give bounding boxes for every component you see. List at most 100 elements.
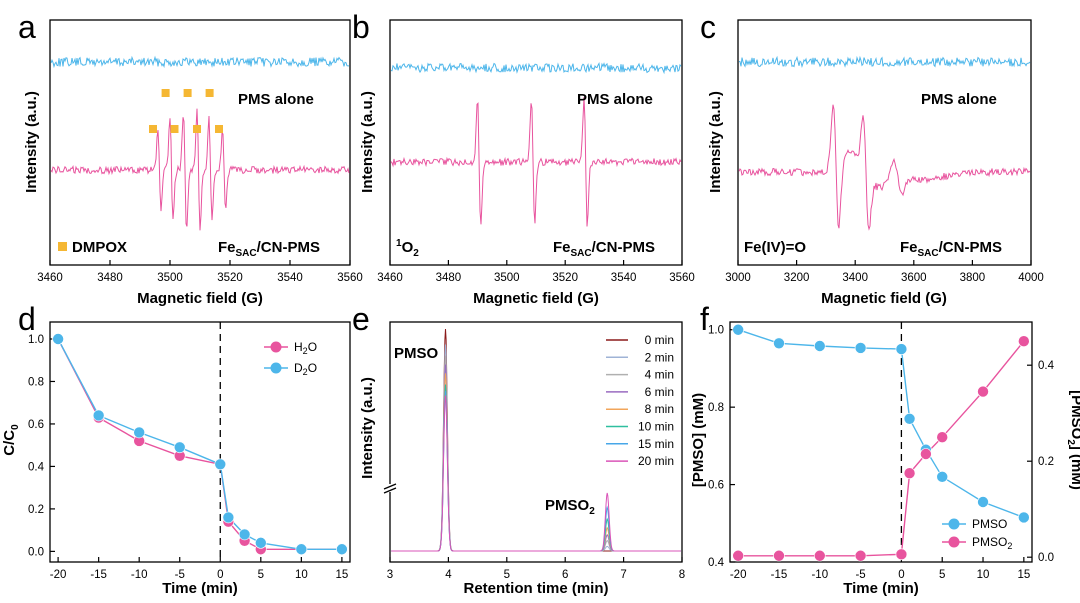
panel-f-point-pmso-9: [1018, 511, 1030, 524]
panel-e-xtick-label-3: 6: [562, 569, 568, 581]
panel-f-legend-pmso-marker: [948, 518, 960, 530]
panel-f-point-pmso-2: [813, 340, 826, 352]
panel-b-xtick-label-1: 3480: [436, 272, 462, 284]
panel-e-legend-label-5: 10 min: [638, 420, 674, 434]
panel-f-legend-pmso: PMSO: [972, 517, 1007, 531]
panel-a-label-dmpox: DMPOX: [72, 239, 127, 256]
panel-a-xtick-label-4: 3540: [277, 272, 303, 284]
panel-d-xlabel: Time (min): [162, 580, 238, 597]
panel-a-label-pms-alone: PMS alone: [238, 91, 314, 108]
panel-d-ytick-label-0: 0.0: [28, 546, 44, 558]
panel-c-frame: [737, 19, 1032, 266]
panel-a-xtick-label-5: 3560: [337, 272, 363, 284]
panel-f-xtick-label-3: -5: [855, 569, 865, 581]
panel-d-ytick-label-4: 0.8: [28, 376, 44, 388]
panel-f-xtick-label-4: 0: [898, 569, 904, 581]
panel-e-axis-break-gap: [383, 484, 397, 492]
panel-d-legend: H2O D2O: [264, 340, 317, 377]
panel-c-label-fesac: FeSAC/CN-PMS: [900, 239, 1002, 259]
panel-d-point-d2o-4: [214, 458, 227, 471]
panel-f-ytick-left-label-3: 1.0: [708, 325, 724, 337]
panel-a-epr-dmpox: 3460 3480 3500 3520 3540 3560 PMS alone FeSAC…: [23, 19, 363, 307]
panel-a-xtick-label-1: 3480: [97, 272, 123, 284]
panel-d-legend-h2o-marker: [270, 341, 282, 353]
panel-a-xtick-label-0: 3460: [37, 272, 63, 284]
panel-f-legend-pmso2-marker: [948, 536, 960, 548]
panel-c-series-pms-alone: [738, 55, 1031, 68]
panel-b-frame: [389, 19, 683, 266]
panel-c-xtick-label-2: 3400: [842, 272, 868, 284]
panel-f-point-pmso2-3: [854, 549, 867, 562]
panel-d-xtick-label-5: 5: [258, 569, 264, 581]
panel-d-kinetics-h2o-d2o: -20 -15 -10 -5 0 5 10 15 0.0 0.2 0.4 0.6 0.8 1.0 H2O …: [1, 321, 351, 597]
panel-f-point-pmso2-6: [920, 448, 932, 460]
panel-f-point-pmso-8: [977, 496, 989, 508]
panel-a-xtick-label-2: 3500: [157, 272, 183, 284]
panel-f-xtick-label-6: 10: [977, 569, 990, 581]
panel-a-dmpox-marker-top-2: [205, 89, 214, 97]
panel-d-line-d2o: [57, 338, 342, 550]
panel-b-label-pms-alone: PMS alone: [577, 91, 653, 108]
panel-b-series-fesac: [390, 97, 682, 227]
panel-d-xtick-label-0: -20: [50, 569, 67, 581]
panel-f-point-pmso-1: [773, 337, 785, 350]
panel-e-frame: [389, 321, 683, 563]
panel-d-point-d2o-0: [52, 333, 64, 345]
panel-f-point-pmso2-2: [813, 549, 826, 562]
panel-d-ytick-label-1: 0.2: [28, 504, 44, 516]
panel-c-ylabel: Intensity (a.u.): [707, 91, 724, 193]
panel-a-dmpox-marker-bottom-3: [215, 125, 223, 133]
panel-e-axis-break-mark-1: [383, 483, 397, 490]
panel-f-ylabel-left: [PMSO] (mM): [690, 393, 707, 487]
panel-d-point-d2o-1: [92, 409, 105, 422]
panel-c-xtick-label-3: 3600: [901, 272, 927, 284]
panel-c-xtick-label-1: 3200: [784, 272, 810, 284]
panel-d-point-d2o-5: [222, 511, 235, 524]
panel-d-xtick-label-4: 0: [217, 569, 223, 581]
panel-e-xlabel: Retention time (min): [464, 580, 609, 597]
panel-f-point-pmso-7: [936, 471, 949, 483]
panel-d-legend-h2o: H2O: [294, 340, 317, 356]
panel-d-xtick-label-1: -15: [90, 569, 107, 581]
panel-b-label-fesac: FeSAC/CN-PMS: [553, 239, 655, 259]
panel-f-xtick-label-0: -20: [730, 569, 747, 581]
panel-f-point-pmso2-4: [895, 548, 908, 561]
panel-a-xlabel: Magnetic field (G): [137, 290, 263, 307]
panel-c-epr-fe-iv-oxo: 3000 3200 3400 3600 3800 4000 PMS alone FeSAC…: [707, 19, 1044, 307]
panel-f-point-pmso2-8: [977, 385, 989, 398]
panel-c-xtick-label-0: 3000: [725, 272, 751, 284]
panel-f-xtick-label-7: 15: [1017, 569, 1030, 581]
panel-c-xlabel: Magnetic field (G): [821, 290, 947, 307]
panel-a-label-fesac: FeSAC/CN-PMS: [218, 239, 320, 259]
panel-d-ytick-label-2: 0.4: [28, 461, 45, 473]
panel-f-pmso-pmso2: -20 -15 -10 -5 0 5 10 15 0.4 0.6 0.8 1.0 0.0 0.2 0.4 P…: [690, 321, 1080, 597]
panel-f-ytick-left-label-0: 0.4: [708, 557, 725, 569]
panel-d-xtick-label-7: 15: [335, 569, 348, 581]
panel-b-xtick-label-5: 3560: [669, 272, 695, 284]
panel-f-ytick-right-label-1: 0.2: [1038, 456, 1054, 468]
panel-d-point-d2o-6: [238, 528, 251, 541]
panel-e-xtick-label-1: 4: [445, 569, 452, 581]
panel-d-point-d2o-3: [173, 441, 186, 454]
panel-d-point-d2o-8: [295, 543, 308, 556]
panel-f-xtick-label-1: -15: [771, 569, 788, 581]
panel-c-xtick-label-5: 4000: [1018, 272, 1044, 284]
panel-a-frame: [49, 19, 351, 266]
panel-f-point-pmso2-5: [903, 467, 916, 480]
panel-f-point-pmso-3: [854, 342, 867, 354]
panel-a-series-fesac: [50, 108, 350, 231]
panel-b-xtick-label-2: 3500: [494, 272, 520, 284]
panel-e-xtick-label-0: 3: [387, 569, 393, 581]
panel-f-point-pmso2-9: [1018, 335, 1030, 348]
panel-b-xtick-label-4: 3540: [611, 272, 637, 284]
panel-e-legend-label-4: 8 min: [645, 402, 674, 416]
panel-a-series-pms-alone: [50, 55, 349, 69]
panel-d-xtick-label-3: -5: [175, 569, 185, 581]
panel-a-dmpox-legend-marker: [58, 242, 67, 251]
panel-d-point-d2o-7: [255, 537, 267, 549]
panel-a-ylabel: Intensity (a.u.): [23, 91, 40, 193]
panel-f-point-pmso2-0: [732, 549, 744, 562]
panel-e-xtick-label-4: 7: [620, 569, 626, 581]
panel-letter-a: a: [18, 9, 36, 45]
